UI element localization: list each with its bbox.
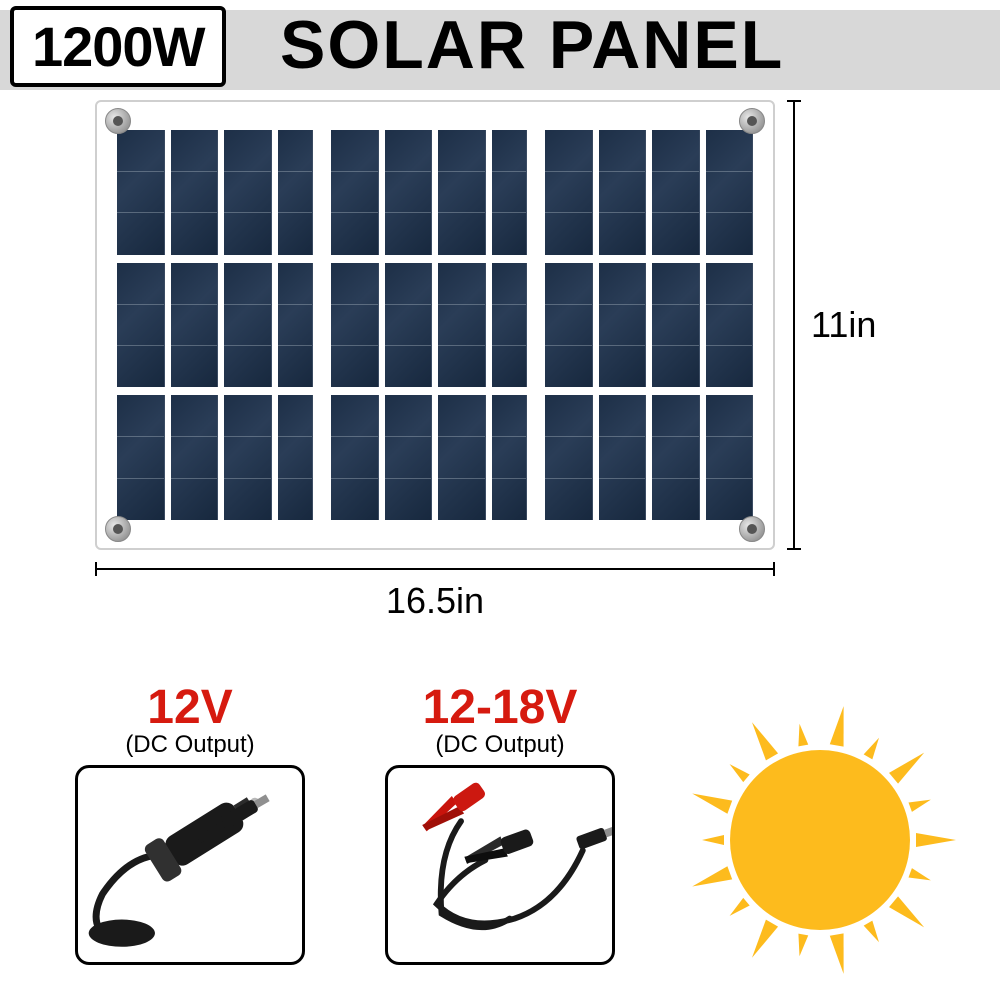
- grommet-icon: [105, 516, 131, 542]
- height-dimension: 11in: [787, 100, 897, 550]
- alligator-clips-icon: [388, 765, 612, 965]
- voltage-label: 12V: [60, 680, 320, 735]
- output-subtitle: (DC Output): [60, 731, 320, 759]
- solar-cell-grid: [117, 130, 753, 520]
- output-spec-2: 12-18V (DC Output): [370, 680, 630, 965]
- output-spec-1: 12V (DC Output): [60, 680, 320, 965]
- accessory-car-charger: [75, 765, 305, 965]
- car-charger-plug-icon: [78, 765, 302, 965]
- grommet-icon: [739, 108, 765, 134]
- voltage-label: 12-18V: [370, 680, 630, 735]
- width-label: 16.5in: [386, 580, 484, 622]
- solar-panel: [95, 100, 775, 550]
- accessory-alligator-clips: [385, 765, 615, 965]
- wattage-badge: 1200W: [10, 6, 226, 87]
- grommet-icon: [739, 516, 765, 542]
- height-label: 11in: [811, 304, 876, 346]
- panel-diagram: 11in 16.5in: [95, 100, 905, 660]
- grommet-icon: [105, 108, 131, 134]
- product-title: SOLAR PANEL: [280, 6, 784, 84]
- output-subtitle: (DC Output): [370, 731, 630, 759]
- sun-icon: [680, 700, 960, 980]
- width-dimension: 16.5in: [95, 562, 775, 642]
